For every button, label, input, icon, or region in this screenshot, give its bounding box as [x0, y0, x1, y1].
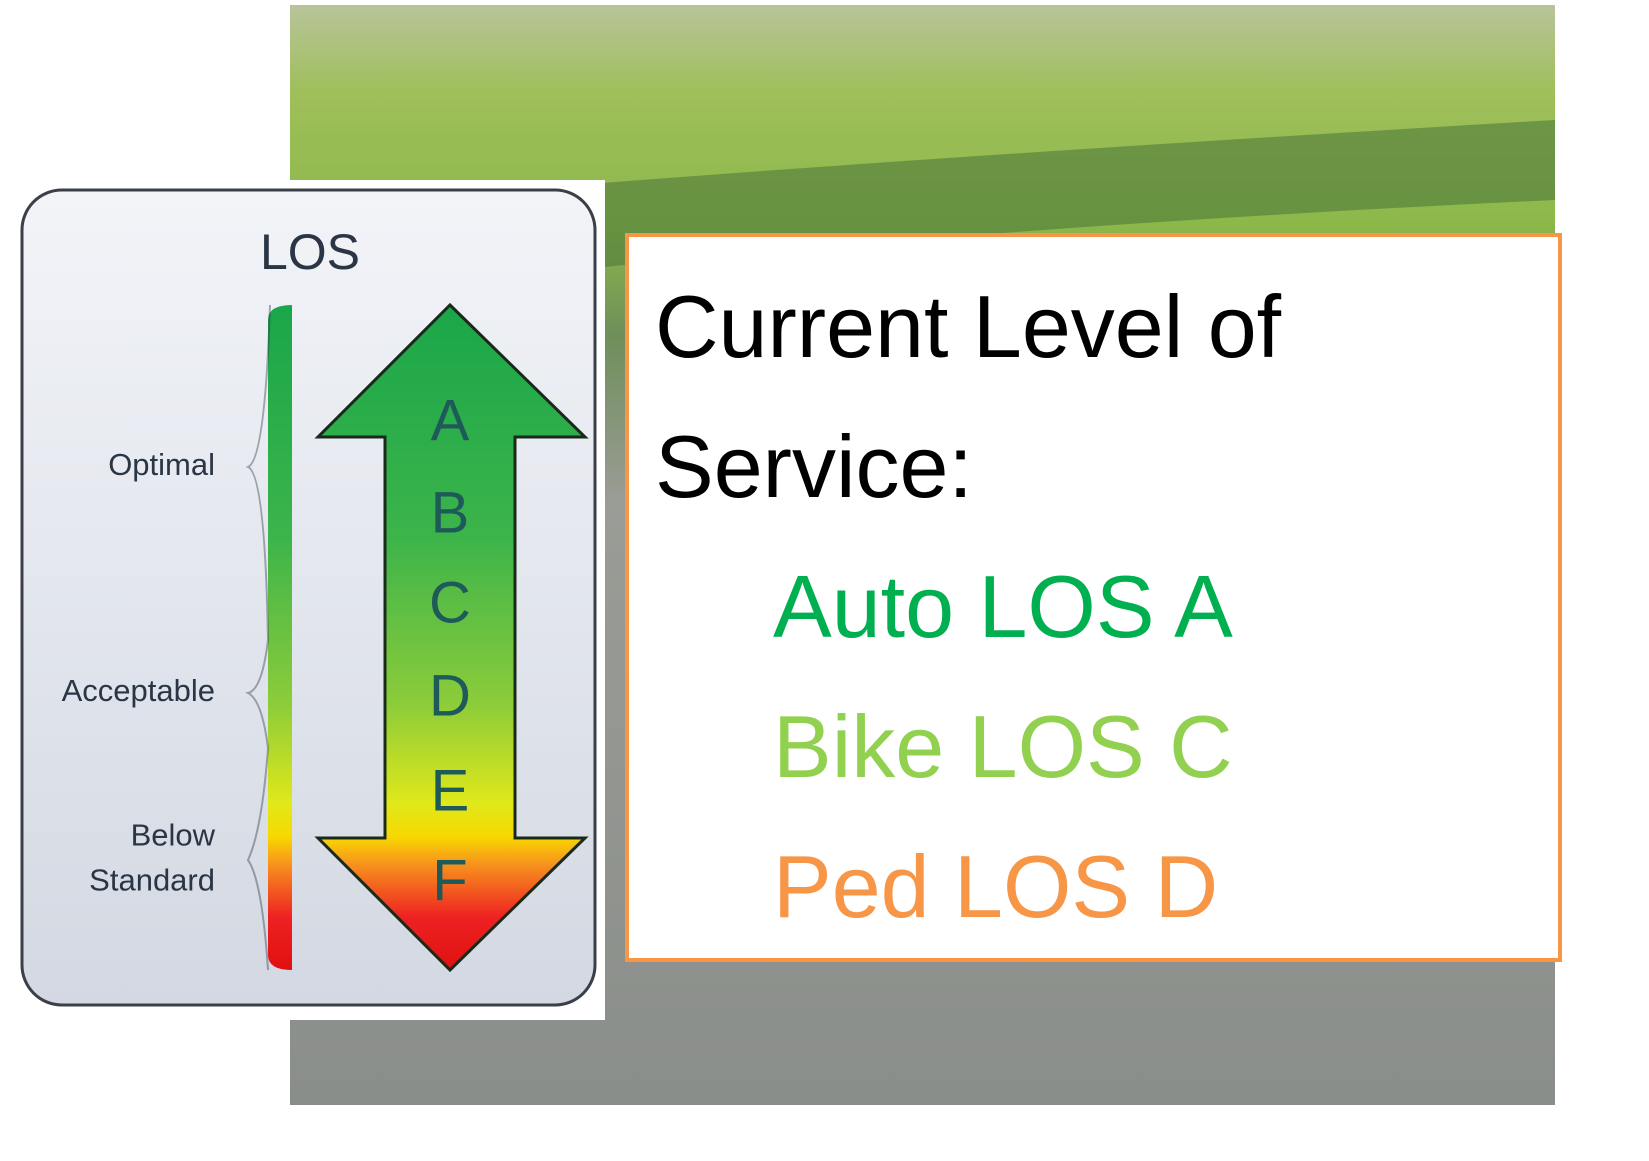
page: LOS ABCDEF Optimal Acceptable Below Standar… — [0, 0, 1649, 1161]
grade-letter: E — [431, 758, 470, 823]
bracket-label: Below — [131, 818, 216, 853]
grade-letter: F — [432, 848, 467, 913]
grade-letter: B — [431, 480, 470, 545]
grade-letter: A — [431, 388, 470, 453]
bracket-label: Optimal — [108, 447, 215, 482]
bracket-bar — [268, 305, 292, 970]
bracket-label: Acceptable — [62, 673, 215, 708]
grade-letter: D — [429, 663, 471, 728]
grade-letter: C — [429, 570, 471, 635]
service-item: Auto LOS A — [773, 537, 1233, 677]
los-title: LOS — [260, 224, 360, 280]
service-item: Bike LOS C — [773, 677, 1233, 817]
bracket-label: Standard — [89, 863, 215, 898]
service-item: Ped LOS D — [773, 817, 1233, 957]
service-heading: Current Level of Service: — [655, 257, 1515, 537]
